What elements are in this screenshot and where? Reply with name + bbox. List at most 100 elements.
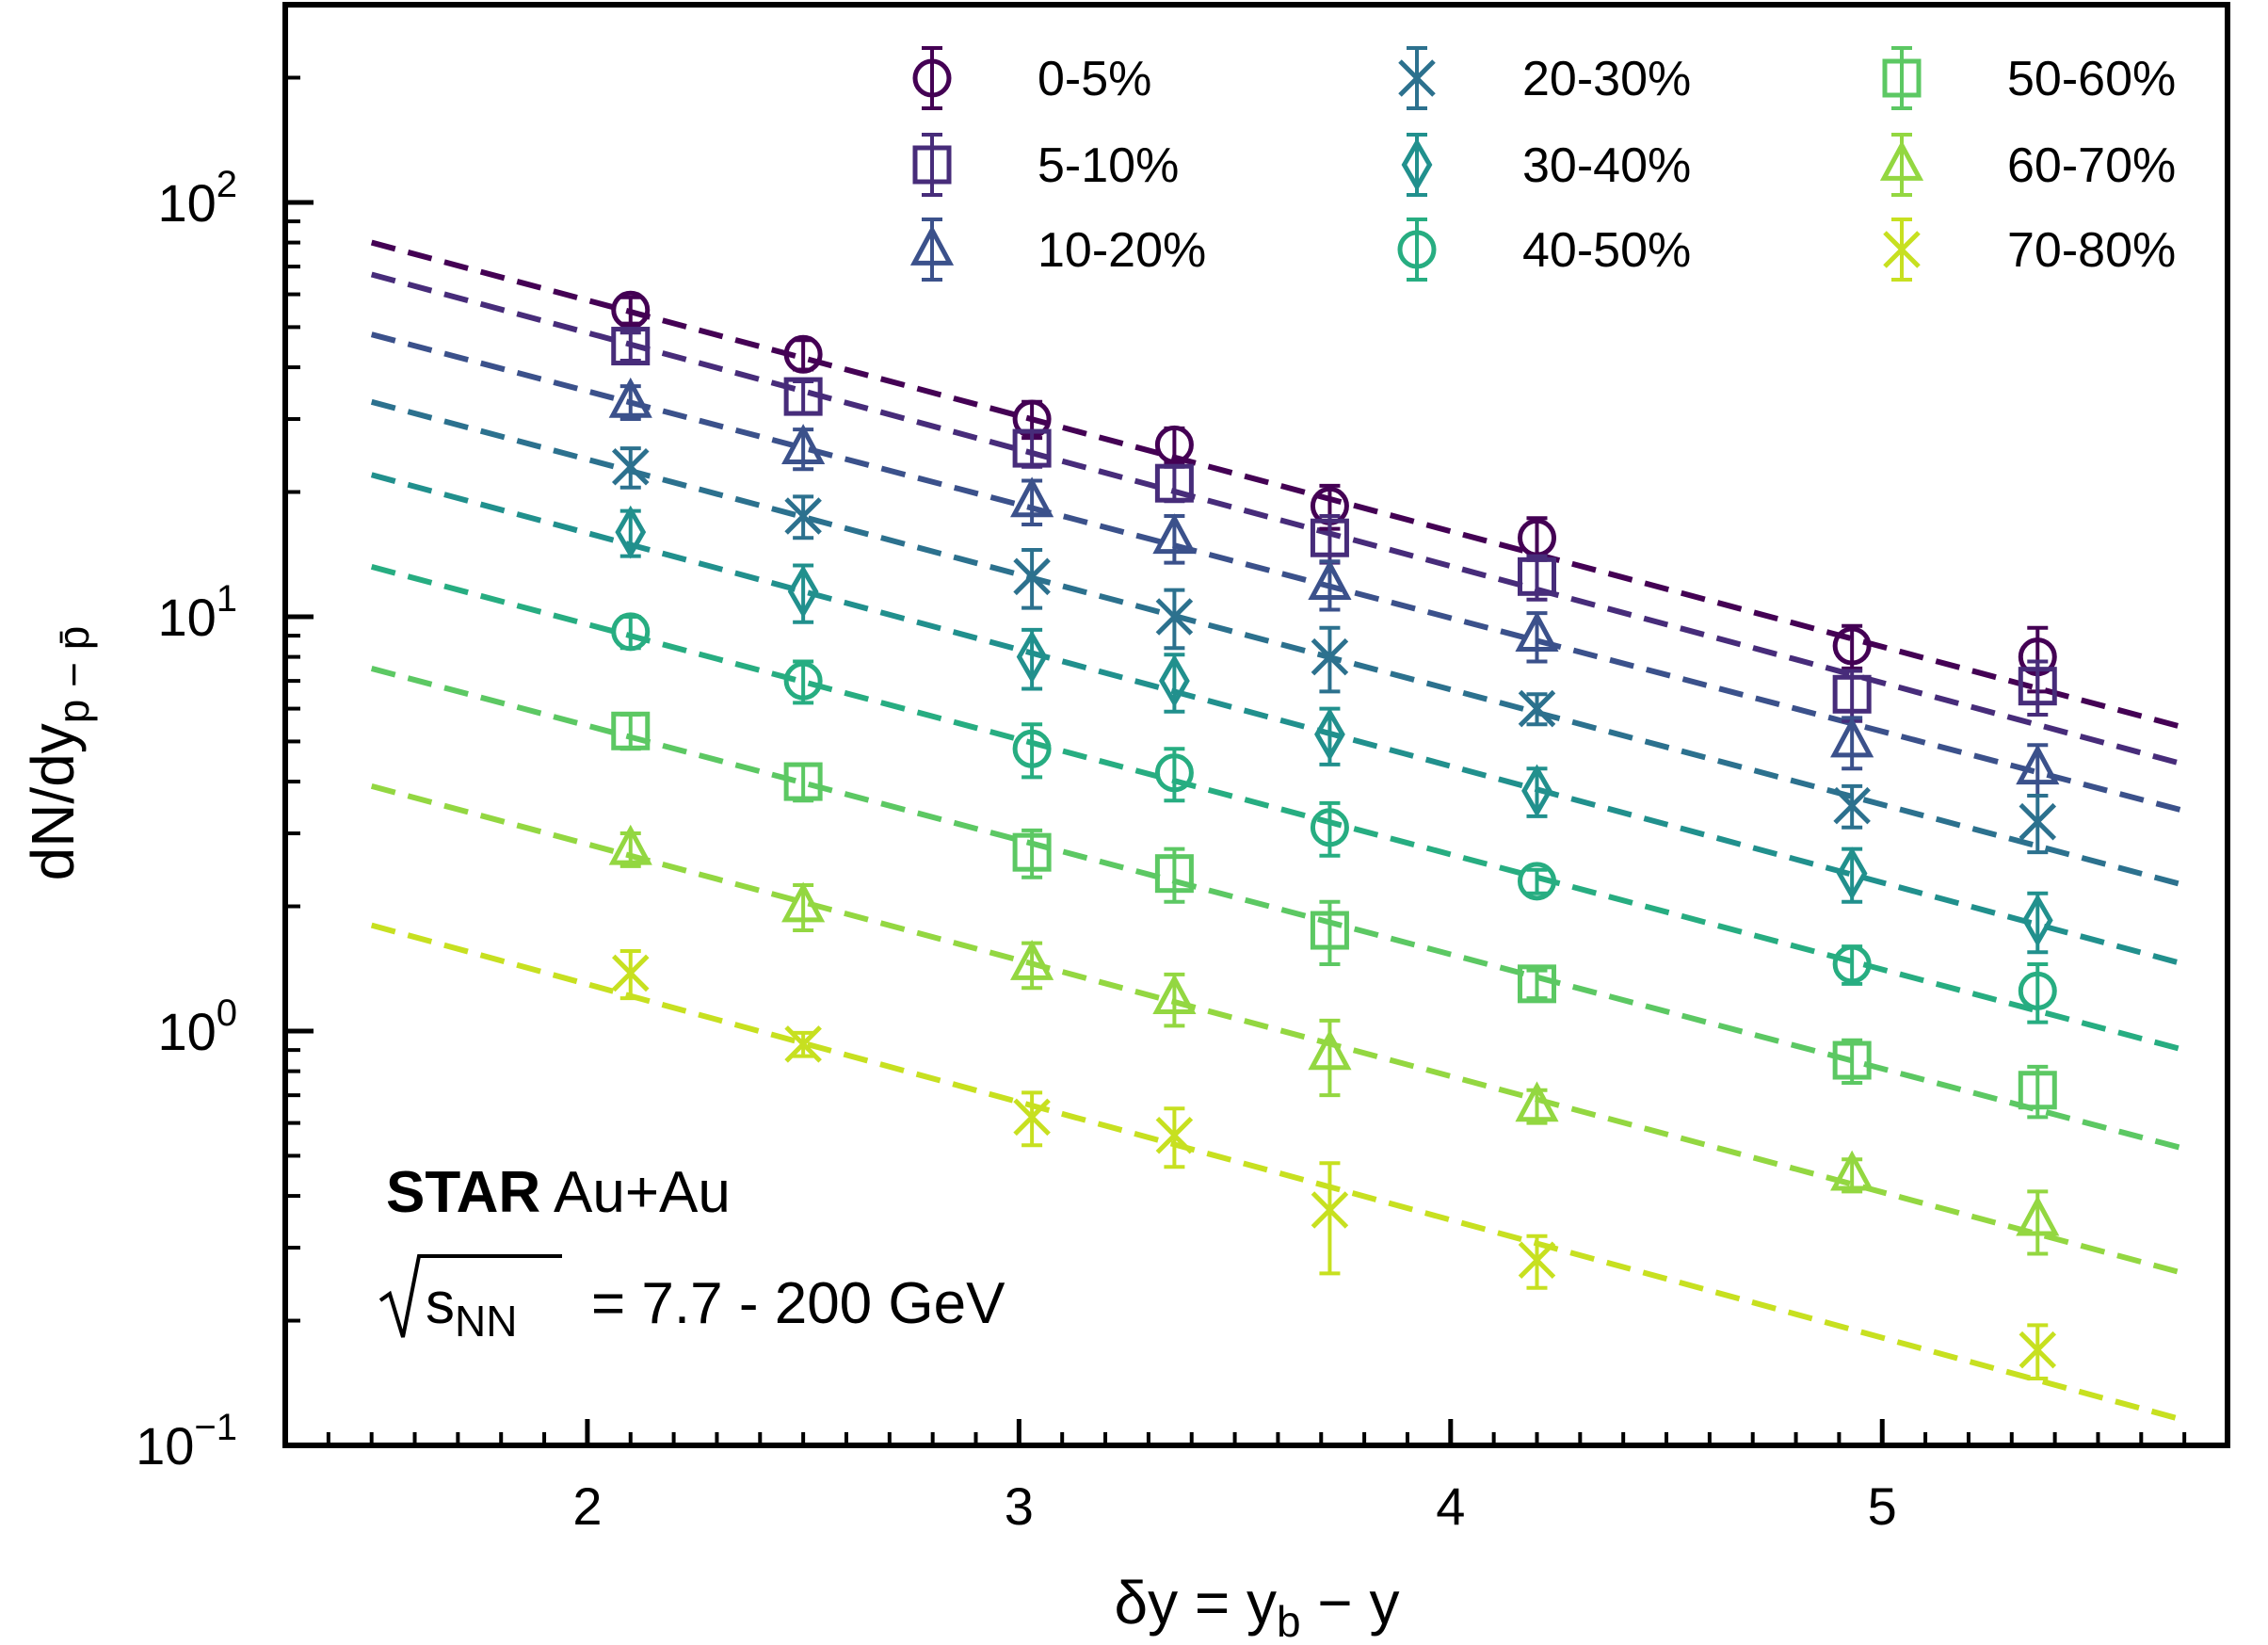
- data-point: [1515, 611, 1559, 652]
- data-series: [611, 949, 2057, 1380]
- data-series: [608, 824, 2060, 1256]
- data-point: [1832, 626, 1872, 666]
- data-point: [2019, 802, 2057, 841]
- data-point: [2016, 1195, 2060, 1236]
- data-point: [611, 448, 650, 486]
- data-point: [1155, 598, 1194, 636]
- x-tick-label: 3: [1005, 1476, 1034, 1536]
- data-point: [1830, 1150, 1874, 1191]
- legend-label: 60-70%: [2007, 138, 2176, 193]
- x-tick-label: 5: [1868, 1476, 1897, 1536]
- data-point: [1832, 674, 1872, 714]
- data-point: [1310, 518, 1349, 557]
- data-point: [1013, 557, 1051, 596]
- legend-item: 5-10%: [912, 133, 1179, 197]
- data-point: [1154, 854, 1194, 894]
- data-point: [1308, 1029, 1352, 1071]
- legend-marker: [1882, 58, 1922, 98]
- data-series: [615, 505, 2053, 955]
- legend-item: 50-60%: [1882, 46, 2176, 110]
- data-point: [1010, 940, 1054, 980]
- data-point: [1012, 428, 1052, 468]
- legend-label: 20-30%: [1522, 52, 1691, 106]
- sqrt-symbol: [378, 1254, 562, 1338]
- data-point: [608, 377, 652, 418]
- data-point: [787, 564, 819, 619]
- legend-marker: [1879, 140, 1924, 181]
- data-point: [611, 711, 651, 750]
- data-point: [1515, 1081, 1559, 1122]
- fit-line: [370, 666, 2185, 1152]
- data-point: [783, 661, 823, 701]
- data-point: [1830, 717, 1874, 758]
- data-point: [781, 881, 826, 923]
- data-point: [1308, 559, 1352, 601]
- data-point: [1517, 862, 1556, 901]
- fit-line: [370, 398, 2185, 888]
- data-series: [608, 377, 2060, 798]
- data-point: [1836, 847, 1868, 901]
- y-tick-label: 10−1: [136, 1407, 237, 1476]
- fit-line: [370, 783, 2185, 1277]
- data-series: [611, 446, 2057, 855]
- fit-line: [370, 271, 2185, 767]
- data-point: [2018, 1071, 2057, 1110]
- fit-line: [370, 239, 2185, 731]
- data-point: [611, 327, 651, 366]
- y-tick-label: 102: [157, 164, 237, 233]
- data-point: [783, 377, 823, 416]
- data-point: [784, 1025, 822, 1063]
- data-point: [1013, 1098, 1051, 1137]
- data-point: [2021, 894, 2053, 947]
- data-point: [1518, 1241, 1556, 1280]
- legend-item: 40-50%: [1397, 218, 1691, 282]
- legend-label: 10-20%: [1037, 223, 1206, 278]
- data-point: [1833, 786, 1871, 825]
- data-point: [1310, 808, 1349, 847]
- data-point: [1311, 637, 1349, 676]
- data-point: [1010, 476, 1054, 518]
- data-point: [1832, 1040, 1872, 1080]
- y-tick-label: 100: [157, 992, 237, 1061]
- data-point: [1154, 753, 1194, 793]
- data-point: [2016, 744, 2060, 785]
- legend-item: 70-80%: [1883, 218, 2176, 282]
- data-point: [783, 762, 823, 801]
- y-tick-label: 101: [157, 578, 237, 647]
- data-point: [1832, 944, 1872, 984]
- fit-line: [370, 472, 2185, 967]
- legend-marker: [912, 145, 952, 185]
- legend-item: 10-20%: [909, 218, 1206, 282]
- data-series: [611, 711, 2057, 1120]
- y-axis-title: dN/dyp − p̄: [19, 626, 98, 881]
- legend-marker: [912, 58, 952, 98]
- x-tick-label: 2: [572, 1476, 602, 1536]
- x-axis-title: δy = yb − y: [1114, 1569, 1399, 1645]
- fit-line: [370, 922, 2185, 1424]
- data-point: [611, 612, 651, 652]
- data-point: [1154, 425, 1194, 464]
- legend-item: 20-30%: [1398, 46, 1691, 110]
- data-point: [608, 824, 652, 865]
- legend: 0-5% 5-10% 10-20% 20-30% 30-40% 40-50% 50-60% 6…: [909, 46, 2176, 282]
- legend-label: 0-5%: [1037, 52, 1151, 106]
- legend-item: 0-5%: [912, 46, 1151, 110]
- annotation-energy: sNN = 7.7 - 200 GeV: [426, 1271, 1005, 1346]
- fit-line: [370, 331, 2185, 814]
- legend-label: 5-10%: [1037, 138, 1179, 193]
- data-point: [615, 505, 647, 559]
- data-series: [611, 327, 2057, 723]
- data-point: [1012, 729, 1052, 768]
- data-point: [2018, 667, 2057, 706]
- legend-item: 30-40%: [1401, 133, 1691, 197]
- legend-marker: [1401, 137, 1433, 192]
- data-point: [1159, 653, 1190, 708]
- data-point: [784, 497, 822, 535]
- legend-marker: [1397, 230, 1437, 269]
- legend-label: 40-50%: [1522, 223, 1691, 278]
- data-point: [1521, 764, 1552, 818]
- data-series: [611, 612, 2057, 1024]
- x-tick-label: 4: [1436, 1476, 1465, 1536]
- data-point: [1152, 974, 1197, 1015]
